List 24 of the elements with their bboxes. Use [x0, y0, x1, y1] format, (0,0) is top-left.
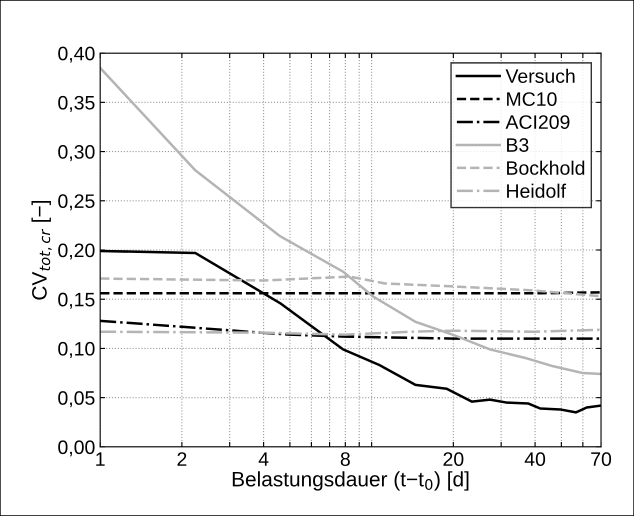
x-tick-label: 1	[96, 452, 105, 466]
y-tick-label: 0,40	[58, 46, 95, 63]
x-axis-title: Belastungsdauer (t−t$_{0}$) [d]	[232, 471, 468, 491]
x-tick-label: 8	[340, 452, 350, 466]
legend-label: Versuch	[506, 68, 574, 83]
x-tick-label: 40	[524, 452, 546, 466]
x-tick-label: 2	[177, 452, 186, 466]
legend-label: Heidolf	[507, 184, 566, 198]
y-tick-label: 0,15	[58, 292, 94, 309]
y-tick-label: 0,25	[58, 194, 94, 210]
x-tick-label: 4	[258, 452, 268, 466]
legend-label: B3	[507, 138, 528, 152]
legend-label: Bockhold	[507, 160, 584, 175]
x-tick-label: 20	[444, 452, 464, 466]
y-tick-label: 0,10	[58, 342, 95, 358]
y-tick-label: 0,00	[58, 440, 95, 456]
y-tick-label: 0,05	[58, 391, 94, 408]
y-tick-label: 0,20	[58, 243, 95, 260]
y-tick-label: 0,30	[58, 145, 95, 162]
x-tick-label: 70	[591, 452, 612, 466]
legend-label: ACI209	[506, 115, 570, 129]
y-axis-title: CV$_{tot,cr}$ [−]	[32, 201, 52, 300]
y-tick-label: 0,35	[58, 96, 94, 112]
legend-label: MC10	[507, 92, 557, 106]
